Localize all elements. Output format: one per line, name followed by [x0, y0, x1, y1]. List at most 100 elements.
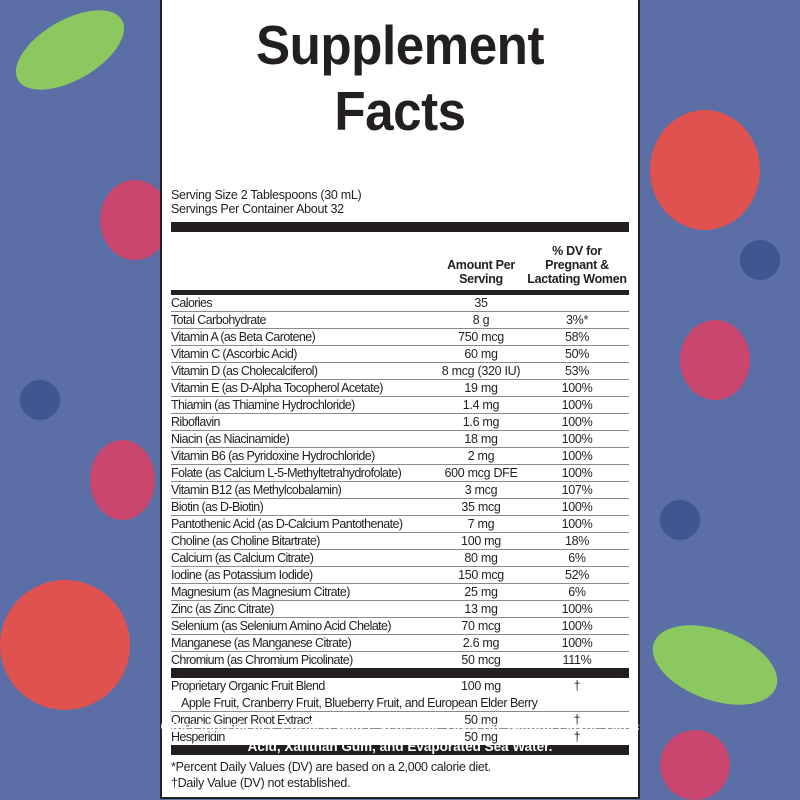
blueberry-illustration — [20, 380, 60, 420]
nutrient-dv: 100% — [561, 636, 593, 650]
nutrient-amount: 750 mcg — [458, 330, 504, 344]
nutrient-amount: 25 mg — [464, 585, 498, 599]
nutrient-amount: 35 — [474, 296, 488, 310]
nutrient-dv: 53% — [564, 364, 590, 378]
nutrient-amount: 70 mcg — [461, 619, 501, 633]
raspberry-illustration — [100, 180, 170, 260]
nutrient-name: Vitamin B12 (as Methylcobalamin) — [171, 483, 342, 497]
strawberry-illustration — [650, 110, 760, 230]
supplement-facts-panel: Supplement Facts Serving Size 2 Tablespo… — [160, 0, 640, 800]
nutrient-name: Manganese (as Manganese Citrate) — [171, 636, 352, 650]
nutrient-name: Selenium (as Selenium Amino Acid Chelate… — [171, 619, 392, 633]
nutrient-name: Total Carbohydrate — [171, 313, 266, 327]
nutrient-dv: 111% — [562, 653, 592, 667]
nutrient-dv: 100% — [561, 602, 593, 616]
nutrient-dv: 52% — [564, 568, 590, 582]
nutrient-dv: 100% — [561, 619, 593, 633]
divider — [171, 290, 629, 295]
nutrient-name: Vitamin C (Ascorbic Acid) — [171, 347, 297, 361]
table-row: Pantothenic Acid (as D-Calcium Pantothen… — [171, 516, 629, 533]
nutrient-dv: 100% — [561, 466, 593, 480]
nutrient-amount: 2 mg — [467, 449, 495, 463]
nutrient-amount: 19 mg — [464, 381, 498, 395]
divider — [171, 668, 629, 679]
nutrient-amount: 600 mcg DFE — [444, 466, 518, 480]
nutrient-dv: 6% — [568, 585, 586, 599]
serving-size: Serving Size 2 Tablespoons (30 mL) — [171, 188, 362, 202]
nutrient-name: Pantothenic Acid (as D-Calcium Pantothen… — [171, 517, 403, 531]
nutrient-name: Iodine (as Potassium Iodide) — [171, 568, 313, 582]
other-ingredients: Other Ingredients: Purified Water, Veget… — [160, 719, 640, 754]
footnotes: *Percent Daily Values (DV) are based on … — [171, 759, 629, 791]
strawberry-illustration — [0, 580, 130, 710]
divider — [171, 745, 629, 756]
table-row: Vitamin B6 (as Pyridoxine Hydrochloride)… — [171, 448, 629, 465]
nutrient-amount: 7 mg — [467, 517, 495, 531]
table-row: Vitamin B12 (as Methylcobalamin) 3 mcg 107… — [171, 482, 629, 499]
nutrient-name: Magnesium (as Magnesium Citrate) — [171, 585, 350, 599]
leaf-illustration — [3, 0, 137, 106]
nutrient-dv: † — [573, 712, 581, 727]
nutrient-dv: 100% — [561, 381, 593, 395]
nutrient-amount: 3 mcg — [464, 483, 498, 497]
nutrient-name: Vitamin B6 (as Pyridoxine Hydrochloride) — [171, 449, 375, 463]
nutrient-name: Chromium (as Chromium Picolinate) — [171, 653, 353, 667]
nutrient-name: Choline (as Choline Bitartrate) — [171, 534, 320, 548]
raspberry-illustration — [680, 320, 750, 400]
nutrient-amount: 100 mg — [461, 534, 501, 548]
nutrient-amount: 150 mcg — [458, 568, 504, 582]
table-row: Magnesium (as Magnesium Citrate) 25 mg 6% — [171, 584, 629, 601]
footnote: *Percent Daily Values (DV) are based on … — [171, 760, 491, 775]
table-row: Zinc (as Zinc Citrate) 13 mg 100% — [171, 601, 629, 618]
raspberry-illustration — [660, 730, 730, 800]
nutrient-dv: 100% — [561, 500, 593, 514]
nutrient-dv: 18% — [564, 534, 590, 548]
table-row: Chromium (as Chromium Picolinate) 50 mcg 1… — [171, 652, 629, 668]
table-row: Hesperidin 50 mg † — [171, 729, 629, 745]
dv-header: % DV for Pregnant & Lactating Women — [527, 244, 627, 286]
nutrient-amount: 80 mg — [464, 551, 498, 565]
nutrient-amount: 8 g — [472, 313, 490, 327]
blend-ingredients: Apple Fruit, Cranberry Fruit, Blueberry … — [171, 695, 629, 712]
nutrient-name: Vitamin A (as Beta Carotene) — [171, 330, 316, 344]
table-row: Total Carbohydrate 8 g 3%* — [171, 312, 629, 329]
table-row: Choline (as Choline Bitartrate) 100 mg 18% — [171, 533, 629, 550]
nutrient-dv: 100% — [561, 398, 593, 412]
table-row: Riboflavin 1.6 mg 100% — [171, 414, 629, 431]
nutrient-name: Vitamin D (as Cholecalciferol) — [171, 364, 318, 378]
nutrient-dv: † — [573, 679, 581, 694]
nutrient-amount: 50 mg — [464, 729, 498, 744]
nutrient-name: Organic Ginger Root Extract — [171, 712, 312, 727]
nutrient-amount: 60 mg — [464, 347, 498, 361]
table-row: Vitamin A (as Beta Carotene) 750 mcg 58% — [171, 329, 629, 346]
nutrient-dv: 6% — [568, 551, 586, 565]
nutrient-name: Proprietary Organic Fruit Blend — [171, 679, 325, 694]
nutrient-name: Folate (as Calcium L-5-Methyltetrahydrof… — [171, 466, 402, 480]
nutrient-dv: 100% — [561, 517, 593, 531]
table-row: Proprietary Organic Fruit Blend 100 mg † — [171, 678, 629, 694]
nutrient-dv: 100% — [561, 432, 593, 446]
table-row: Iodine (as Potassium Iodide) 150 mcg 52% — [171, 567, 629, 584]
blueberry-illustration — [660, 500, 700, 540]
nutrient-amount: 50 mg — [464, 712, 498, 727]
table-row: Niacin (as Niacinamide) 18 mg 100% — [171, 431, 629, 448]
blueberry-illustration — [740, 240, 780, 280]
table-row: Biotin (as D-Biotin) 35 mcg 100% — [171, 499, 629, 516]
nutrient-amount: 8 mcg (320 IU) — [441, 364, 521, 378]
nutrient-amount: 2.6 mg — [462, 636, 500, 650]
nutrient-dv: 58% — [564, 330, 590, 344]
nutrient-dv — [525, 295, 629, 311]
nutrient-dv: 107% — [561, 483, 593, 497]
servings-per-container: Servings Per Container About 32 — [171, 202, 344, 216]
nutrient-name: Calories — [171, 296, 213, 310]
nutrient-amount: 35 mcg — [461, 500, 501, 514]
nutrient-amount: 18 mg — [464, 432, 498, 446]
table-header: Amount Per Serving % DV for Pregnant & L… — [171, 232, 629, 290]
table-row: Vitamin E (as D-Alpha Tocopherol Acetate… — [171, 380, 629, 397]
nutrient-amount: 100 mg — [461, 679, 501, 694]
nutrient-name: Biotin (as D-Biotin) — [171, 500, 264, 514]
nutrient-amount: 1.6 mg — [462, 415, 500, 429]
nutrient-amount: 1.4 mg — [462, 398, 500, 412]
nutrient-name: Niacin (as Niacinamide) — [171, 432, 290, 446]
nutrient-amount: 13 mg — [464, 602, 498, 616]
